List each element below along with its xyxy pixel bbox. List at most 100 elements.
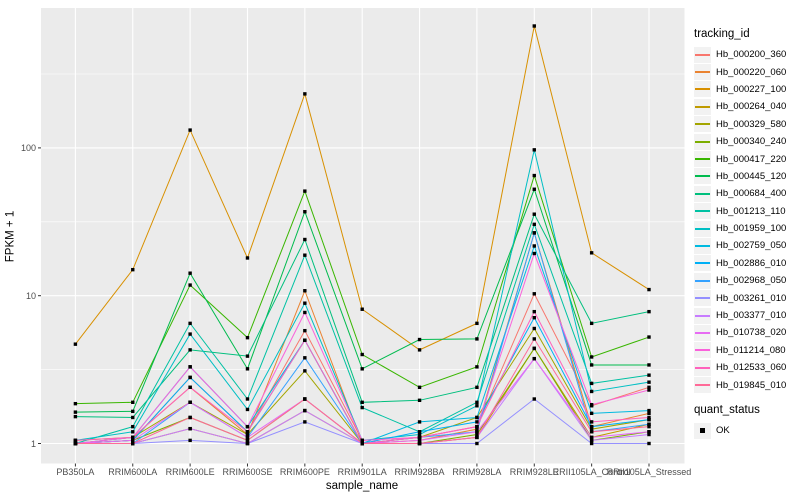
legend-key-line	[695, 192, 710, 195]
legend-key-line	[695, 297, 710, 300]
x-tick-label: PB350LA	[56, 467, 95, 477]
legend-key	[694, 237, 711, 254]
x-tick-label: RRIM600LA	[108, 467, 158, 477]
legend-entry: Hb_000220_060	[694, 63, 798, 81]
legend-key-line	[695, 53, 710, 56]
legend-key	[694, 116, 711, 133]
legend-entry: Hb_019845_010	[694, 376, 798, 394]
legend-key-line	[695, 71, 710, 74]
legend-entry-label: Hb_019845_010	[716, 379, 787, 391]
legend-entry: Hb_001959_100	[694, 220, 798, 237]
legend-key-line	[695, 262, 710, 265]
legend-key-line	[695, 366, 710, 369]
legend-entry: Hb_000329_580	[694, 116, 798, 133]
legend-entry: Hb_011214_080	[694, 342, 798, 359]
legend-key-line	[695, 140, 710, 143]
legend-key-line	[695, 227, 710, 230]
legend-key	[694, 64, 711, 81]
legend-entry: Hb_001213_110	[694, 203, 798, 220]
legend-entry: Hb_010738_020	[694, 324, 798, 341]
legend-key	[694, 151, 711, 168]
legend-entry: Hb_002759_050	[694, 237, 798, 254]
legend-key	[694, 377, 711, 394]
legend-key	[694, 185, 711, 202]
legend-entry-label: Hb_003261_010	[716, 292, 787, 304]
x-tick-label: RRIM600LE	[165, 467, 215, 477]
legend-entry: Hb_000227_100	[694, 81, 798, 98]
x-tick-label: RRIM928BA	[394, 467, 445, 477]
legend-entry-label: Hb_000417_220	[716, 153, 787, 165]
legend-entry-label: Hb_001959_100	[716, 223, 787, 235]
legend-entry-label: Hb_010738_020	[716, 327, 787, 339]
legend-entry: Hb_002886_010	[694, 255, 798, 272]
x-tick-label: RRII105LA_Stressed	[606, 467, 692, 477]
legend-entry: Hb_000445_120	[694, 168, 798, 185]
legend-entry: Hb_000417_220	[694, 150, 798, 168]
legend-key-line	[695, 175, 710, 178]
legend-key	[694, 307, 711, 324]
legend-entry-label: Hb_000200_360	[716, 49, 787, 61]
legend-key	[694, 81, 711, 98]
x-tick-label: RRIM901LA	[337, 467, 387, 477]
legend-key	[694, 290, 711, 307]
legend-key-line	[695, 279, 710, 282]
x-tick-label: RRIM600SE	[222, 467, 273, 477]
legend-entry-label: Hb_001213_110	[716, 205, 786, 217]
legend-key	[694, 359, 711, 376]
legend-key-line	[695, 384, 710, 387]
y-tick-label: 10	[25, 290, 36, 301]
x-tick-label: RRII105LA_Control	[552, 467, 631, 477]
legend-entry-label: Hb_000264_040	[716, 101, 787, 113]
legend: tracking_id Hb_000200_360 Hb_000220_060 Hb…	[694, 28, 798, 439]
legend-key-line	[695, 349, 710, 352]
y-tick-label: 100	[20, 142, 36, 153]
legend-entry-label: Hb_012533_060	[716, 362, 787, 374]
legend-entry-label: Hb_003377_010	[716, 310, 787, 322]
axis-tick-marks	[38, 147, 650, 467]
legend-entry: Hb_003261_010	[694, 289, 798, 307]
legend-key-line	[695, 105, 710, 108]
legend-key	[694, 98, 711, 115]
legend-entry-label: Hb_002886_010	[716, 257, 787, 269]
legend-entry-label: Hb_011214_080	[716, 344, 786, 356]
legend-entry-label: Hb_000227_100	[716, 83, 787, 95]
legend-key	[694, 422, 711, 439]
x-tick-label: RRIM600PE	[279, 467, 330, 477]
legend-key	[694, 272, 711, 289]
x-tick-label: RRIM928LE	[509, 467, 559, 477]
legend-entry: Hb_000200_360	[694, 46, 798, 63]
legend-entry-label: Hb_000220_060	[716, 66, 787, 78]
legend-color-entries: Hb_000200_360 Hb_000220_060 Hb_000227_100 H…	[694, 46, 798, 394]
legend-entry-label: Hb_000340_240	[716, 136, 787, 148]
legend-entry-quant: OK	[694, 422, 798, 439]
legend-entry: Hb_000340_240	[694, 133, 798, 150]
legend-entry-label: Hb_002759_050	[716, 240, 787, 252]
legend-entry: Hb_003377_010	[694, 307, 798, 324]
x-tick-label: RRIM928LA	[452, 467, 502, 477]
legend-key-line	[695, 158, 710, 161]
legend-key	[694, 324, 711, 341]
legend-entry-label: Hb_002968_050	[716, 275, 787, 287]
legend-key	[694, 342, 711, 359]
legend-key	[694, 220, 711, 237]
legend-key-line	[695, 331, 710, 334]
legend-title-quant-status: quant_status	[694, 403, 760, 416]
legend-key	[694, 46, 711, 63]
legend-key-line	[695, 123, 710, 126]
y-axis-title: FPKM + 1	[4, 210, 17, 263]
legend-entry: Hb_002968_050	[694, 272, 798, 289]
legend-key	[694, 133, 711, 150]
legend-key-line	[695, 314, 710, 317]
data-points	[73, 24, 651, 446]
legend-key-line	[695, 244, 710, 247]
ok-point-marker-icon	[700, 428, 705, 433]
legend-entry: Hb_012533_060	[694, 359, 798, 376]
legend-entry: Hb_000264_040	[694, 98, 798, 115]
legend-key-line	[695, 210, 710, 213]
legend-entry: Hb_000684_400	[694, 185, 798, 202]
legend-key-line	[695, 88, 710, 91]
x-axis-title: sample_name	[325, 480, 399, 492]
gridlines	[41, 8, 685, 464]
